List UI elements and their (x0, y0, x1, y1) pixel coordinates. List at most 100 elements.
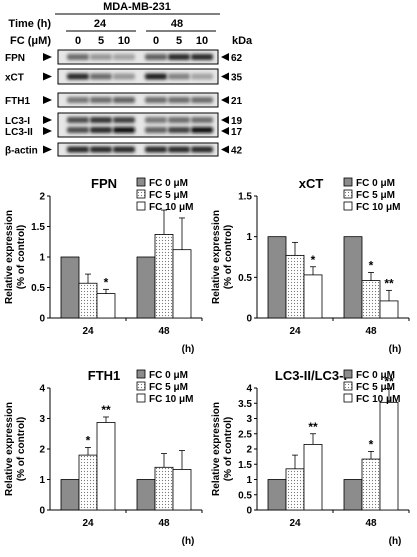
kda-label: kDa (232, 35, 253, 47)
sig-3-0-2: ** (308, 420, 318, 434)
chart-ytick-label-3-6: 3 (246, 414, 252, 425)
blot-row-label-1-arrow (43, 72, 52, 81)
fc-dose-1: 5 (98, 35, 104, 47)
fc-dose-labels: 0 5 10 0 5 10 (75, 35, 208, 47)
bar-2-1-1 (154, 466, 174, 511)
blot-row-2-band-2 (113, 97, 135, 103)
fc-dose-0: 0 (75, 35, 81, 47)
chart-xct: xCT Relative expression (% of control) 0 0.5… (209, 170, 417, 360)
legend-swatch-3-0 (343, 369, 353, 379)
legend-swatch-1-0 (343, 177, 353, 187)
blot-kda-0: 62 (231, 53, 243, 64)
chart-ytick-label-3-3: 1.5 (238, 460, 252, 471)
bar-3-0-1 (285, 468, 305, 511)
chart-title-0: FPN (91, 176, 117, 191)
sig-3-1-1: * (369, 437, 374, 451)
bar-2-1-0 (136, 479, 156, 511)
legend-swatch-0-1 (136, 189, 146, 199)
chart-ytick-label-0-2: 1 (39, 253, 45, 264)
blot-lc3-ii-label: LC3-II (5, 127, 33, 138)
legend-label-2-1: FC 5 μM (149, 382, 188, 393)
chart-ytick-label-1-2: 1 (246, 232, 252, 243)
blot-row-2-band-4 (168, 97, 190, 103)
blot-row-label-0: FPN (5, 53, 25, 64)
blot-kda-2: 21 (231, 96, 243, 107)
bar-2-0-2 (96, 422, 116, 511)
chart-lc3-ratio: LC3-II/LC3-I Relative expression (% of con… (209, 362, 417, 552)
fc-dose-4: 5 (176, 35, 182, 47)
time-group-48: 48 (171, 18, 183, 30)
bar-1-0-1 (285, 254, 305, 319)
chart-svg-3: LC3-II/LC3-I Relative expression (% of con… (211, 368, 410, 547)
chart-svg-2: FTH1 Relative expression (% of control) 0 1 2… (4, 368, 203, 547)
legend-label-3-1: FC 5 μM (356, 382, 395, 393)
blot-row-0-band-5 (191, 54, 213, 60)
blot-lc3-i-band-3 (145, 117, 167, 123)
blot-row-lc3 (57, 112, 219, 138)
chart-ytick-label-2-4: 4 (39, 384, 45, 395)
blot-row-3-band-3 (145, 146, 167, 153)
chart-ylabel-0: Relative expression (% of control) (4, 210, 27, 304)
blot-row-2-band-5 (191, 97, 213, 103)
chart-fpn: FPN Relative expression (% of control) 0 0.5… (2, 170, 210, 360)
sig-0-0-2: * (104, 275, 109, 289)
blot-row-0-band-1 (90, 54, 112, 60)
chart-xcat-0-0: 24 (82, 326, 94, 337)
blot-row-label-2-arrow (43, 96, 52, 104)
cell-line-label: MDA-MB-231 (103, 1, 171, 13)
bar-3-1-0 (343, 479, 363, 511)
chart-ytick-label-3-2: 1 (246, 475, 252, 486)
blot-kda-1: 35 (231, 73, 243, 84)
blot-row-0-band-2 (113, 54, 135, 60)
blot-kda-3: 42 (231, 146, 243, 157)
bar-2-0-0 (60, 479, 80, 511)
fc-dose-5: 10 (196, 35, 208, 47)
chart-ytick-label-3-1: 0.5 (238, 490, 252, 501)
blot-kda-2-arrow (221, 96, 229, 104)
chart-ylabel-1: Relative expression (% of control) (211, 210, 234, 304)
blot-kda-lc3-ii-arrow (221, 127, 229, 135)
sig-1-0-2: * (311, 253, 316, 267)
chart-xcat-3-0: 24 (289, 518, 301, 529)
chart-ylabel-line2-2: (% of control) (16, 417, 27, 481)
chart-ylabel-3: Relative expression (% of control) (211, 402, 234, 496)
legend-label-3-0: FC 0 μM (356, 370, 395, 381)
bar-1-1-2 (379, 300, 399, 319)
bar-0-1-1 (154, 234, 174, 319)
chart-xlabel-3: (h) (389, 536, 402, 547)
blot-row-1-band-2 (113, 73, 135, 80)
legend-swatch-3-1 (343, 381, 353, 391)
chart-ytick-label-0-4: 2 (39, 192, 45, 203)
chart-ytick-label-2-3: 3 (39, 414, 45, 425)
blot-row-2-band-0 (67, 97, 89, 103)
bar-2-0-1 (78, 454, 98, 511)
chart-ytick-label-0-0: 0 (39, 314, 45, 325)
blot-row-1-band-0 (67, 73, 89, 80)
chart-xlabel-1: (h) (389, 344, 402, 355)
bar-3-1-1 (361, 458, 381, 511)
chart-ytick-label-1-0: 0 (246, 314, 252, 325)
legend-label-2-2: FC 10 μM (149, 394, 193, 405)
blot-row-3-band-2 (113, 146, 135, 153)
bar-0-1-0 (136, 256, 156, 319)
sig-1-1-1: * (369, 258, 374, 272)
blot-lc3-i-band-2 (113, 117, 135, 123)
legend-swatch-3-2 (343, 393, 353, 403)
blot-lc3-ii-band-4 (168, 127, 190, 133)
blot-row-label-1: xCT (5, 73, 24, 84)
legend-swatch-0-0 (136, 177, 146, 187)
bar-3-1-2 (379, 401, 399, 511)
blot-row-3-band-1 (90, 146, 112, 153)
blot-lc3-i-label: LC3-I (5, 116, 30, 127)
time-axis-label: Time (h) (8, 18, 51, 30)
legend-label-3-2: FC 10 μM (356, 394, 400, 405)
sig-3-1-2: ** (384, 375, 394, 389)
legend-label-1-0: FC 0 μM (356, 178, 395, 189)
blot-lc3-ii-label-arrow (43, 127, 52, 135)
fc-dose-3: 0 (153, 35, 159, 47)
blot-row-3 (57, 142, 219, 157)
chart-xlabel-0: (h) (182, 344, 195, 355)
blot-row-2 (57, 92, 219, 108)
blot-row-label-3: β-actin (5, 146, 38, 157)
